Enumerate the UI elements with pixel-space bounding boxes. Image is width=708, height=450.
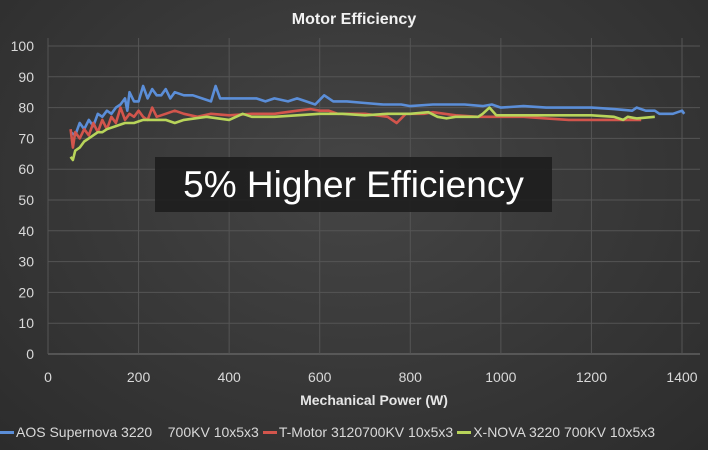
x-tick-label: 0 (44, 369, 52, 385)
x-tick-label: 1000 (485, 369, 516, 385)
y-tick-label: 30 (18, 254, 34, 270)
legend-label: X-NOVA 3220 700KV 10x5x3 (473, 424, 656, 440)
series-line-2 (69, 106, 655, 162)
x-tick-label: 200 (127, 369, 151, 385)
legend-item-xnova[interactable]: X-NOVA 3220 700KV 10x5x3 (457, 424, 655, 440)
legend-swatch (457, 430, 472, 434)
annotation-box: 5% Higher Efficiency (155, 157, 552, 212)
y-tick-label: 10 (18, 315, 34, 331)
y-tick-label: 40 (18, 223, 34, 239)
y-tick-label: 90 (18, 69, 34, 85)
series-lines (69, 84, 686, 162)
x-tick-label: 400 (217, 369, 241, 385)
x-tick-label: 800 (399, 369, 423, 385)
x-axis-ticks: 0 200 400 600 800 1000 1200 1400 (44, 369, 698, 385)
y-tick-label: 80 (18, 100, 34, 116)
chart-title: Motor Efficiency (292, 11, 417, 28)
x-tick-label: 1200 (576, 369, 607, 385)
legend-label: T-Motor 3120700KV 10x5x3 (278, 424, 454, 440)
series-line-0 (69, 84, 686, 137)
x-tick-label: 1400 (666, 369, 697, 385)
legend: AOS Supernova 3220 700KV 10x5x3 T-Motor … (0, 422, 659, 442)
x-tick-label: 600 (308, 369, 332, 385)
legend-item-tmotor[interactable]: T-Motor 3120700KV 10x5x3 (262, 424, 454, 440)
legend-swatch (0, 430, 14, 434)
y-tick-label: 0 (26, 346, 34, 362)
y-axis-ticks: 0 10 20 30 40 50 60 70 80 90 100 (11, 38, 35, 362)
y-tick-label: 20 (18, 284, 34, 300)
y-tick-label: 60 (18, 161, 34, 177)
y-tick-label: 100 (11, 38, 35, 54)
y-tick-label: 70 (18, 130, 34, 146)
x-axis-label: Mechanical Power (W) (300, 392, 448, 408)
legend-label: AOS Supernova 3220 700KV 10x5x3 (16, 424, 259, 440)
legend-item-aos[interactable]: AOS Supernova 3220 700KV 10x5x3 (0, 424, 259, 440)
legend-swatch (262, 430, 277, 434)
y-tick-label: 50 (18, 192, 34, 208)
